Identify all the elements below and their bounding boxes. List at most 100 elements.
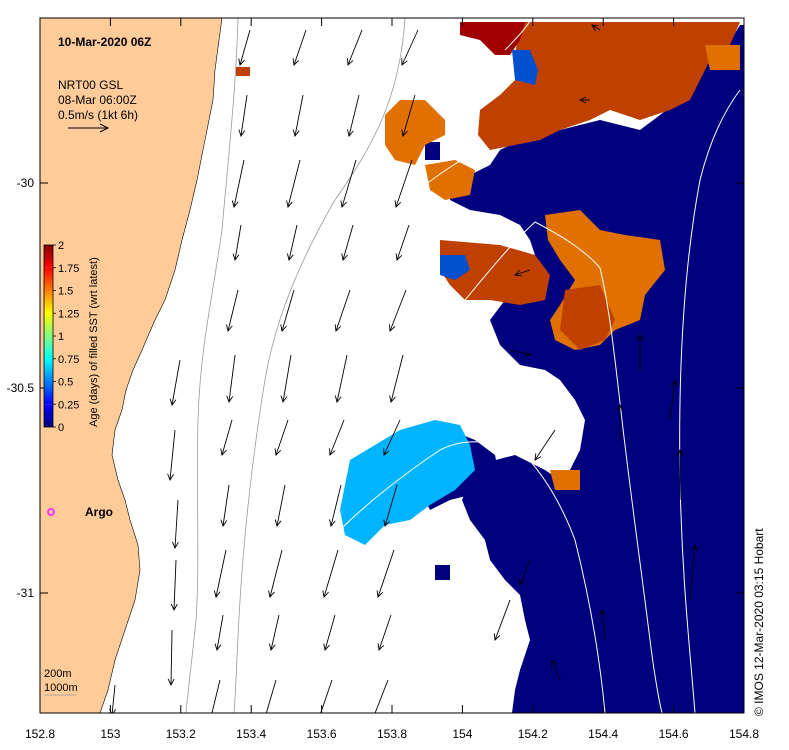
y-axis: -30 -30.5 -31 [7,176,744,600]
colorbar-label: Age (days) of filled SST (wrt latest) [88,257,100,427]
y-tick-label: -30 [17,176,35,190]
sst-patch-orange-right [705,45,740,70]
current-arrow [395,224,410,261]
current-arrow [329,484,342,527]
colorbar-tick-label: 1.25 [58,308,79,320]
current-arrow [274,484,286,527]
current-arrows [109,24,698,713]
x-tick-label: 154.8 [729,727,759,741]
current-arrow [518,559,531,586]
current-arrow [676,448,684,500]
y-tick-label: -30.5 [7,381,35,395]
current-arrow [401,94,416,137]
sst-patch-light-blue [340,420,475,545]
product-line2: 08-Mar 06:00Z [58,93,137,107]
current-arrow [213,549,227,598]
current-arrow [323,614,336,651]
current-arrow [591,24,601,31]
current-arrow [669,379,678,421]
current-arrow [238,94,248,137]
land-area [40,18,223,713]
current-arrow [226,289,239,332]
colorbar-tick-label: 2 [58,240,64,252]
current-arrow [334,289,351,332]
current-arrow [346,29,363,66]
argo-float-icon [47,508,55,516]
current-arrow [320,679,333,713]
current-arrow [292,94,304,137]
current-arrow [232,224,242,261]
current-arrow [231,159,245,208]
current-arrow [167,429,176,482]
sst-patch-rust-top [478,22,740,150]
current-arrow [376,549,395,598]
current-arrow [292,29,307,66]
current-arrow [534,429,556,461]
current-arrow [268,549,283,598]
depth-legend-200m: 200m [44,668,72,680]
x-tick-label: 153.2 [166,727,196,741]
current-arrow [374,679,389,713]
current-arrow [383,484,398,527]
current-arrow [211,679,221,713]
colorbar-tick-label: 0 [58,422,64,434]
scale-arrow-icon [68,123,110,133]
current-arrow [328,419,345,456]
y-tick-label: -31 [17,586,35,600]
colorbar-tick-label: 1 [58,331,64,343]
sst-patch-dark-blue-bit [435,565,450,580]
x-tick-label: 153.4 [236,727,266,741]
current-arrow [169,359,181,406]
current-arrow [616,403,624,440]
current-arrow [214,614,224,651]
x-tick-label: 153.6 [307,727,337,741]
x-tick-label: 154 [452,727,472,741]
current-arrow [334,354,348,403]
sst-patch-rust-eddy [560,285,615,350]
x-tick-label: 152.8 [25,727,55,741]
current-arrow [377,614,392,651]
current-arrow [689,543,698,601]
argo-label: Argo [85,505,113,519]
current-arrow [389,354,404,403]
sst-patch-dark-blue-east [448,25,744,713]
sst-patch-mid-blue-top [512,50,538,85]
colorbar: 0 0.25 0.5 0.75 1 1.25 1.5 1.75 2 [43,240,79,434]
current-arrow [226,354,236,403]
x-tick-label: 154.4 [588,727,618,741]
current-arrow [280,354,292,403]
current-arrow [167,629,175,687]
current-arrow [493,599,511,641]
current-arrow [171,499,179,550]
current-arrow [220,419,233,456]
current-arrow [268,614,280,651]
current-arrow [599,608,606,641]
sst-patch-rust-middle [440,240,550,305]
current-arrow [286,224,298,261]
sst-patch-orange-mid [425,160,475,200]
current-arrow [401,29,419,66]
current-arrow [347,94,360,137]
colorbar-tick-label: 0.75 [58,354,79,366]
colorbar-tick-label: 0.5 [58,377,73,389]
current-arrow [170,559,178,612]
current-arrow [340,159,357,208]
x-tick-label: 154.2 [518,727,548,741]
current-arrow [286,159,301,208]
sst-patch-orange-upper [385,100,445,165]
current-arrow [509,349,531,357]
colorbar-tick-label: 1.75 [58,263,79,275]
x-axis: 152.8 153 153.2 153.4 153.6 153.8 154 154.2 154.… [25,18,759,741]
argo-marker [47,508,55,516]
colorbar-tick-label: 1.5 [58,286,73,298]
map-title: 10-Mar-2020 06Z [58,35,151,49]
bathymetry-1000m [233,18,406,713]
x-tick-label: 153.8 [377,727,407,741]
sst-patch-orange-lower [550,470,580,490]
sst-patch-dark-blue-small [425,142,440,160]
current-arrow [322,549,339,598]
current-arrow [388,289,407,332]
current-arrow [383,419,401,456]
current-arrow [265,679,277,713]
sst-patch-mid-blue-middle [440,255,470,280]
